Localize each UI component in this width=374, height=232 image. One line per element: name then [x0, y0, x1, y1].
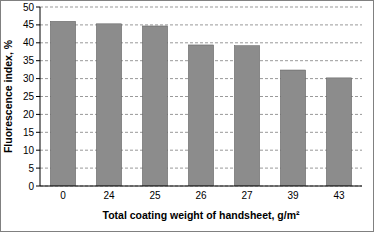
y-tick: [36, 24, 40, 25]
y-tick: [36, 114, 40, 115]
x-tick-label: 24: [103, 190, 115, 201]
y-tick-label: 10: [23, 145, 35, 156]
y-tick-label: 5: [28, 163, 34, 174]
x-axis-title: Total coating weight of handsheet, g/m²: [103, 209, 300, 221]
bar: [280, 70, 305, 186]
chart-svg: 0 5 10 15 20 25 30 35 40 45 50 0 24 25 26 27 39 43 Total c…: [0, 0, 374, 232]
x-tick-label: 26: [195, 190, 207, 201]
x-tick-label: 39: [287, 190, 299, 201]
y-axis: [40, 7, 41, 186]
y-tick: [36, 168, 40, 169]
y-tick-label: 0: [28, 181, 34, 192]
y-tick: [36, 96, 40, 97]
x-tick-label: 25: [149, 190, 161, 201]
grid-line: [40, 7, 362, 8]
bar: [142, 26, 167, 186]
bar: [326, 78, 351, 186]
y-tick-label: 40: [23, 37, 35, 48]
y-tick-label: 45: [23, 19, 35, 30]
x-axis: [40, 186, 362, 187]
grid-line: [40, 24, 362, 25]
y-tick: [36, 186, 40, 187]
y-tick-label: 25: [23, 91, 35, 102]
bar: [50, 21, 75, 186]
x-tick-label: 0: [60, 190, 66, 201]
y-tick: [36, 132, 40, 133]
bar: [96, 24, 121, 186]
y-tick-label: 30: [23, 73, 35, 84]
bar: [234, 46, 259, 186]
grid-line: [40, 42, 362, 43]
y-tick: [36, 78, 40, 79]
y-tick-label: 35: [23, 55, 35, 66]
bars: [50, 21, 351, 186]
y-tick: [36, 150, 40, 151]
y-tick: [36, 60, 40, 61]
bar: [188, 45, 213, 186]
y-tick-label: 50: [23, 2, 35, 13]
y-tick-label: 20: [23, 109, 35, 120]
y-tick-label: 15: [23, 127, 35, 138]
chart-container: 0 5 10 15 20 25 30 35 40 45 50 0 24 25 26 27 39 43 Total c…: [0, 0, 374, 232]
x-tick-label: 27: [241, 190, 253, 201]
x-tick-label: 43: [333, 190, 345, 201]
y-tick: [36, 7, 40, 8]
outer-frame: [1, 1, 374, 232]
y-axis-title: Fluorescence index, %: [2, 39, 14, 153]
grid-line: [40, 186, 362, 187]
y-tick: [36, 42, 40, 43]
